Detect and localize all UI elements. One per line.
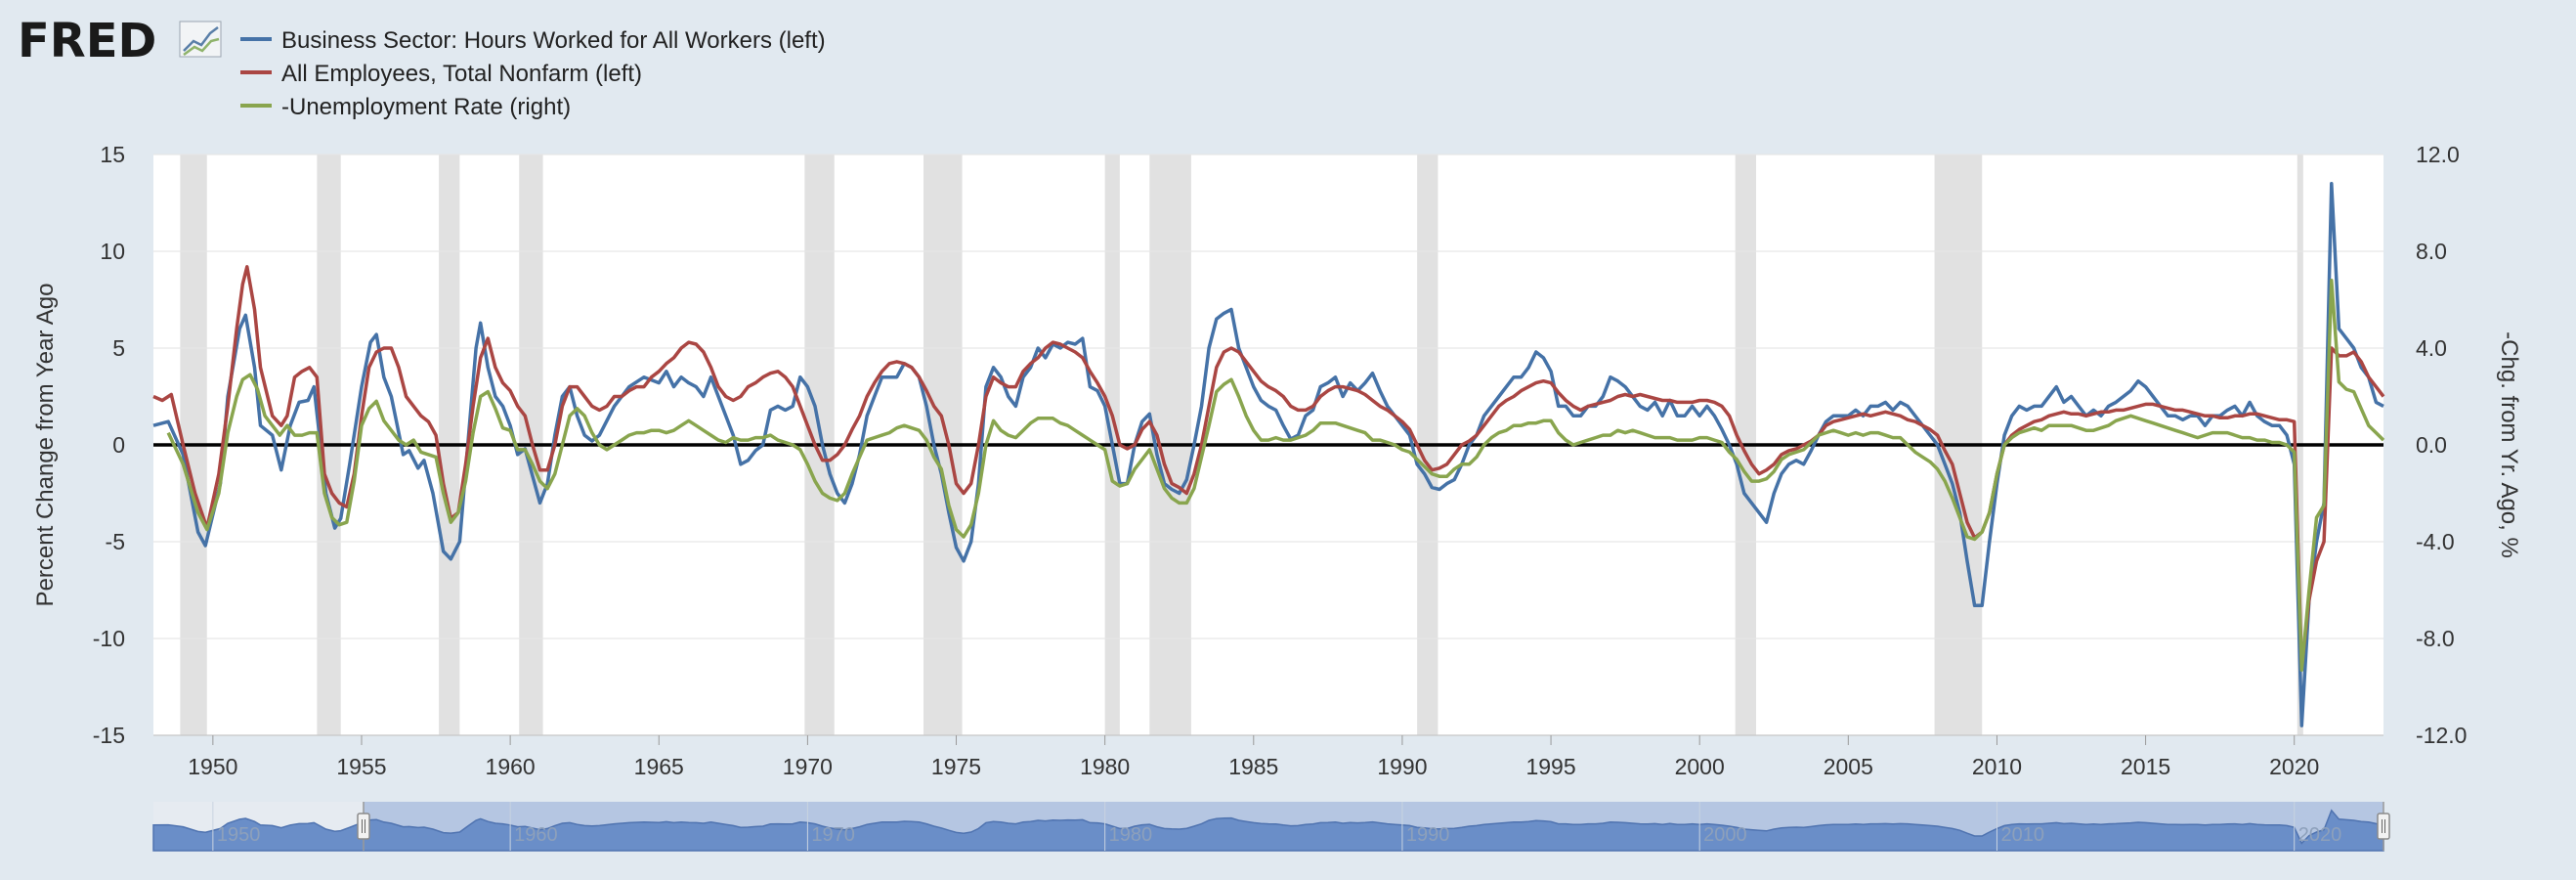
right-tick-label: -12.0 bbox=[2416, 723, 2467, 748]
legend-item-hours-worked[interactable]: Business Sector: Hours Worked for All Wo… bbox=[240, 27, 826, 54]
fred-logo-text: FRED bbox=[18, 14, 156, 68]
left-tick-label: 5 bbox=[112, 335, 125, 361]
navigator-ticks: 1950 1960 1970 1980 1990 2000 2010 2020 bbox=[212, 802, 2342, 851]
series-line-unemployment-rate-right bbox=[166, 278, 2385, 672]
x-tick-label: 2020 bbox=[2269, 754, 2319, 779]
left-axis-title: Percent Change from Year Ago bbox=[32, 284, 59, 607]
range-navigator[interactable]: 1950 1960 1970 1980 1990 2000 2010 2020 bbox=[152, 802, 2390, 852]
x-tick-label: 2005 bbox=[1824, 754, 1873, 779]
series-line-all-employees-total-nonfarm-left bbox=[152, 265, 2385, 670]
navigator-tick-label: 2010 bbox=[2000, 824, 2044, 846]
series-layer bbox=[152, 181, 2385, 727]
x-tick-label: 1970 bbox=[783, 754, 833, 779]
navigator-tick-label: 2000 bbox=[1703, 824, 1747, 846]
x-tick-label: 1990 bbox=[1377, 754, 1427, 779]
legend: Business Sector: Hours Worked for All Wo… bbox=[240, 27, 826, 120]
left-tick-label: -5 bbox=[106, 529, 125, 554]
right-tick-label: 4.0 bbox=[2416, 335, 2447, 361]
right-axis: 12.0 8.0 4.0 0.0 -4.0 -8.0 -12.0 bbox=[2416, 142, 2467, 748]
x-tick-label: 1980 bbox=[1080, 754, 1130, 779]
right-tick-label: -4.0 bbox=[2416, 529, 2455, 554]
x-tick-label: 1950 bbox=[188, 754, 237, 779]
right-tick-label: 8.0 bbox=[2416, 239, 2447, 264]
navigator-tick-label: 1970 bbox=[811, 824, 855, 846]
left-axis: 15 10 5 0 -5 -10 -15 bbox=[93, 142, 125, 748]
navigator-left-handle[interactable] bbox=[357, 802, 370, 851]
x-tick-label: 1975 bbox=[931, 754, 981, 779]
left-tick-label: 0 bbox=[112, 432, 125, 458]
left-tick-label: -10 bbox=[93, 626, 125, 651]
fred-logo[interactable]: FRED bbox=[18, 14, 222, 68]
legend-item-unemployment-rate[interactable]: -Unemployment Rate (right) bbox=[240, 94, 571, 120]
right-tick-label: 0.0 bbox=[2416, 432, 2447, 458]
navigator-tick-label: 1980 bbox=[1109, 824, 1153, 846]
navigator-tick-label: 1990 bbox=[1406, 824, 1450, 846]
right-tick-label: 12.0 bbox=[2416, 142, 2460, 167]
x-tick-label: 2015 bbox=[2121, 754, 2170, 779]
navigator-right-grip[interactable] bbox=[2377, 813, 2390, 840]
legend-label: -Unemployment Rate (right) bbox=[281, 94, 571, 120]
left-tick-label: 15 bbox=[100, 142, 125, 167]
logo-chart-icon-line-2 bbox=[183, 37, 220, 57]
left-tick-label: -15 bbox=[93, 723, 125, 748]
navigator-tick-label: 1950 bbox=[217, 824, 261, 846]
navigator-tick-label: 2020 bbox=[2298, 824, 2342, 846]
navigator-right-handle[interactable] bbox=[2377, 802, 2390, 851]
legend-item-total-nonfarm[interactable]: All Employees, Total Nonfarm (left) bbox=[240, 61, 642, 87]
x-tick-label: 1965 bbox=[634, 754, 684, 779]
left-tick-label: 10 bbox=[100, 239, 125, 264]
right-axis-title: -Chg. from Yr. Ago, % bbox=[2496, 331, 2522, 558]
x-tick-label: 1960 bbox=[486, 754, 536, 779]
x-tick-label: 2010 bbox=[1972, 754, 2022, 779]
x-tick-label: 2000 bbox=[1675, 754, 1725, 779]
x-tick-label: 1985 bbox=[1228, 754, 1278, 779]
right-tick-label: -8.0 bbox=[2416, 626, 2455, 651]
navigator-tick-label: 1960 bbox=[514, 824, 558, 846]
navigator-left-grip[interactable] bbox=[357, 813, 370, 840]
x-tick-label: 1955 bbox=[336, 754, 386, 779]
logo-chart-icon-line bbox=[183, 26, 219, 52]
navigator-area bbox=[152, 809, 2384, 852]
x-axis: 1950 1955 1960 1965 1970 1975 1980 1985 1990 1995… bbox=[153, 734, 2383, 779]
x-tick-label: 1995 bbox=[1525, 754, 1575, 779]
legend-label: All Employees, Total Nonfarm (left) bbox=[281, 61, 642, 87]
legend-label: Business Sector: Hours Worked for All Wo… bbox=[281, 27, 826, 54]
